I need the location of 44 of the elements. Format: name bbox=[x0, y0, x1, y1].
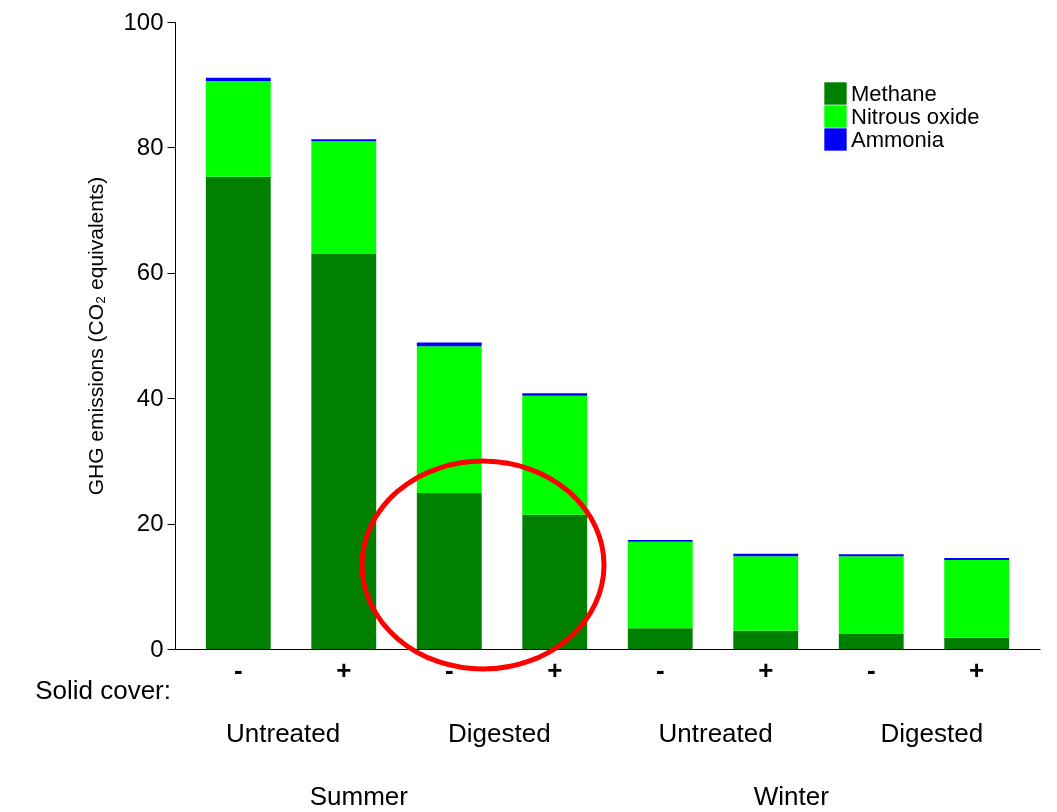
bar bbox=[205, 77, 271, 81]
bar bbox=[205, 80, 271, 177]
text: Untreated bbox=[226, 718, 341, 748]
text: Summer bbox=[309, 781, 409, 811]
bar bbox=[311, 141, 377, 254]
x-tick-label: - bbox=[655, 654, 665, 685]
bar bbox=[416, 342, 482, 347]
y-tick-label: 40 bbox=[136, 383, 164, 411]
x-tick-label: - bbox=[444, 654, 454, 685]
bar bbox=[416, 492, 482, 649]
x-tick-label: + bbox=[758, 654, 774, 685]
x-tick-label: + bbox=[547, 654, 563, 685]
bar bbox=[838, 556, 904, 634]
y-tick-label: 100 bbox=[123, 7, 164, 35]
bar bbox=[838, 633, 904, 649]
x-tick-label: - bbox=[866, 654, 876, 685]
y-tick-label: 60 bbox=[136, 258, 164, 286]
x-tick-label: + bbox=[336, 654, 352, 685]
text: Digested bbox=[448, 718, 551, 748]
bar bbox=[416, 346, 482, 493]
bar bbox=[522, 514, 588, 649]
bar bbox=[944, 637, 1010, 649]
x-tick-label: - bbox=[233, 654, 243, 685]
text: Untreated bbox=[658, 718, 773, 748]
legend-label: Nitrous oxide bbox=[851, 103, 980, 129]
bar bbox=[205, 176, 271, 649]
bar bbox=[733, 556, 799, 631]
bar bbox=[627, 541, 693, 629]
y-axis-title: GHG emissions (CO₂ equivalents) bbox=[84, 176, 108, 496]
text: Solid cover: bbox=[35, 675, 171, 705]
text: Winter bbox=[753, 781, 830, 811]
bar bbox=[627, 628, 693, 649]
legend-label: Ammonia bbox=[851, 126, 945, 152]
bar bbox=[733, 630, 799, 649]
bar bbox=[944, 559, 1010, 638]
y-tick-label: 80 bbox=[136, 132, 164, 160]
x-tick-label: + bbox=[969, 654, 985, 685]
legend-label: Methane bbox=[851, 80, 937, 106]
bar bbox=[311, 253, 377, 649]
bar bbox=[522, 395, 588, 515]
bar bbox=[522, 393, 588, 396]
y-tick-label: 20 bbox=[136, 509, 164, 537]
y-tick-label: 0 bbox=[150, 634, 164, 662]
text: Digested bbox=[880, 718, 984, 748]
